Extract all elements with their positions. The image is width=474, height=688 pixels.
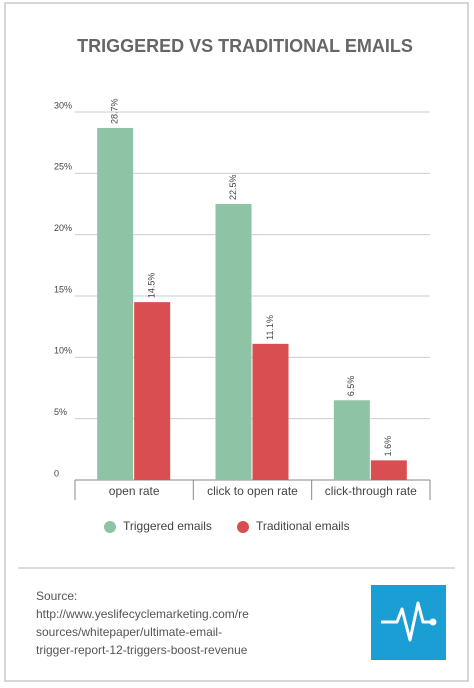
bar xyxy=(97,127,134,481)
value-label: 6.5% xyxy=(346,376,356,397)
bar xyxy=(370,460,407,480)
y-tick-label: 20% xyxy=(54,223,72,233)
y-tick-label: 30% xyxy=(54,100,72,110)
value-label: 22.5% xyxy=(228,174,238,200)
bar xyxy=(215,204,252,480)
value-label: 1.6% xyxy=(383,436,393,457)
legend-label: Traditional emails xyxy=(256,519,350,533)
logo xyxy=(371,585,446,660)
y-tick-label: 0 xyxy=(54,468,59,478)
x-tick-label: open rate xyxy=(109,484,160,498)
chart-title: TRIGGERED VS TRADITIONAL EMAILS xyxy=(77,36,413,56)
y-tick-label: 15% xyxy=(54,284,72,294)
x-tick-label: click to open rate xyxy=(207,484,298,498)
x-tick-label: click-through rate xyxy=(325,484,417,498)
source-line: http://www.yeslifecyclemarketing.com/re xyxy=(36,607,249,621)
value-label: 28.7% xyxy=(110,98,120,124)
source-line: sources/whitepaper/ultimate-email- xyxy=(36,625,222,639)
legend-label: Triggered emails xyxy=(123,519,212,533)
value-label: 11.1% xyxy=(265,315,275,340)
legend-marker xyxy=(104,521,116,533)
bar xyxy=(333,400,370,480)
y-tick-label: 25% xyxy=(54,162,72,172)
bar xyxy=(252,343,289,480)
value-label: 14.5% xyxy=(147,273,157,299)
source-label: Source: xyxy=(36,589,77,603)
y-tick-label: 5% xyxy=(54,407,67,417)
legend-marker xyxy=(237,521,249,533)
y-tick-label: 10% xyxy=(54,346,72,356)
bar xyxy=(134,302,171,480)
source-line: trigger-report-12-triggers-boost-revenue xyxy=(36,643,248,657)
